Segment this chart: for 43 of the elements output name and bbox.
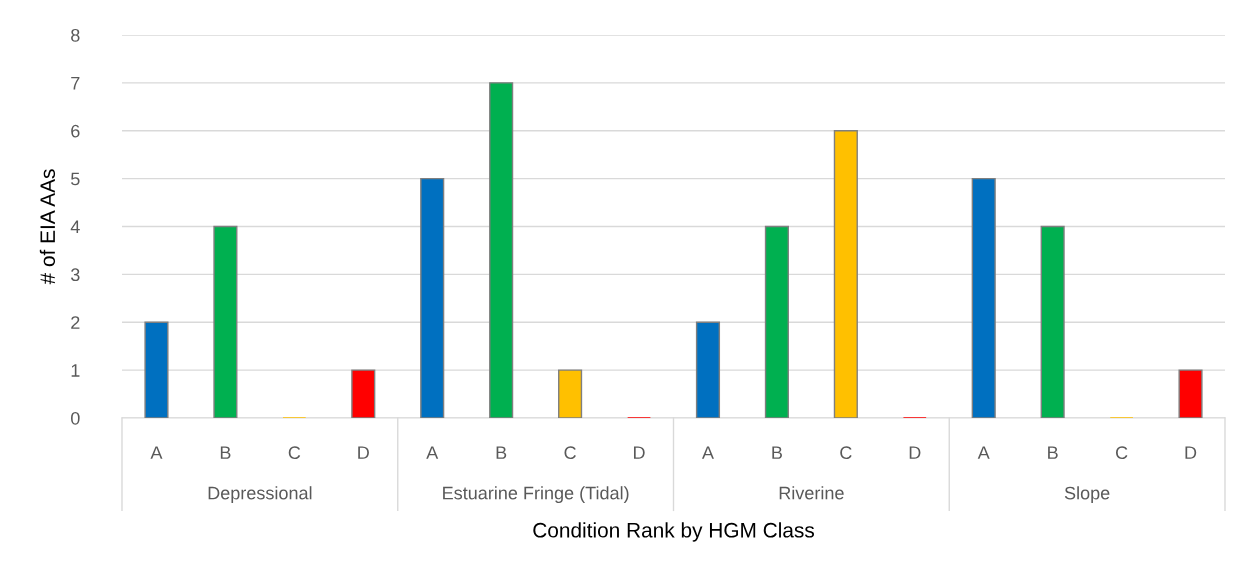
x-tick-label: B <box>496 446 507 459</box>
x-tick-label: D <box>633 446 645 459</box>
text: Slope <box>1064 486 1110 504</box>
text: Depressional <box>208 486 312 504</box>
x-tick-label: B <box>772 446 782 459</box>
bar <box>213 225 238 418</box>
y-tick-label: 2 <box>71 316 80 329</box>
x-tick-label: A <box>150 446 163 459</box>
text: Estuarine Fringe (Tidal) <box>443 486 629 504</box>
bar <box>833 130 858 418</box>
x-tick-label: B <box>220 446 231 459</box>
x-tick-label: D <box>358 446 369 459</box>
bar <box>764 225 789 418</box>
text: Riverine <box>779 486 844 500</box>
y-tick-label: 5 <box>71 172 80 186</box>
bar <box>489 82 514 418</box>
y-tick-label: 3 <box>70 268 80 282</box>
y-tick-label: 6 <box>71 124 80 138</box>
y-tick-label: 1 <box>71 364 80 377</box>
bar <box>1178 369 1203 418</box>
y-tick-label: 0 <box>71 411 80 425</box>
bar <box>695 321 721 418</box>
bar <box>420 177 445 418</box>
bar <box>558 369 583 418</box>
bar <box>351 369 376 418</box>
x-tick-label: C <box>1115 446 1128 460</box>
x-tick-label: C <box>840 446 852 460</box>
bar <box>971 177 996 418</box>
y-tick-label: 8 <box>71 28 80 42</box>
x-tick-label: D <box>909 446 921 459</box>
y-axis-title: # of EIA AAs <box>39 169 56 285</box>
x-tick-label: C <box>288 446 301 460</box>
x-tick-label: A <box>426 446 439 459</box>
bar <box>1040 225 1065 418</box>
x-axis-title: Condition Rank by HGM Class <box>533 522 815 542</box>
x-tick-label: D <box>1185 446 1197 459</box>
x-tick-label: C <box>564 446 576 460</box>
y-tick-label: 4 <box>70 220 80 234</box>
bar <box>144 321 169 418</box>
x-tick-label: A <box>701 446 714 459</box>
x-tick-label: B <box>1048 446 1058 459</box>
y-tick-label: 7 <box>71 77 80 90</box>
x-tick-label: A <box>977 446 990 459</box>
